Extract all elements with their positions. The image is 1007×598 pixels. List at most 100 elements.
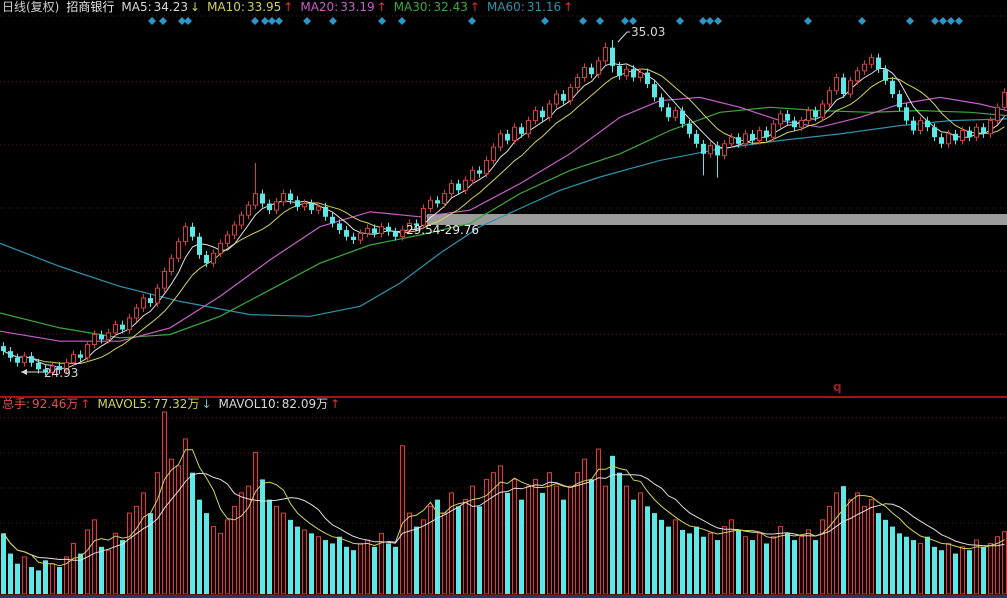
volume-bar xyxy=(722,526,727,595)
event-marker-icon[interactable] xyxy=(947,17,955,25)
candle-body-down xyxy=(323,206,328,217)
candle-body-up xyxy=(778,113,783,125)
candle-body-down xyxy=(330,216,335,224)
volume-bar xyxy=(127,512,132,595)
event-marker-icon[interactable] xyxy=(804,17,812,25)
volume-bar xyxy=(176,465,181,595)
candle-body-up xyxy=(449,183,454,195)
event-marker-icon[interactable] xyxy=(706,17,714,25)
event-marker-icon[interactable] xyxy=(178,17,186,25)
candle-body-down xyxy=(351,236,356,241)
candle-body-down xyxy=(715,145,720,156)
event-marker-icon[interactable] xyxy=(858,17,866,25)
volume-bar xyxy=(267,499,272,594)
volume-bar xyxy=(113,532,118,595)
candle-body-up xyxy=(603,47,608,62)
volume-bar xyxy=(540,492,545,594)
volume-bar xyxy=(302,529,307,595)
volume-bar xyxy=(470,485,475,595)
candle-body-down xyxy=(190,226,195,237)
volume-bar xyxy=(715,540,720,594)
event-marker-icon[interactable] xyxy=(939,17,947,25)
pane-divider xyxy=(0,396,1007,398)
event-marker-icon[interactable] xyxy=(468,17,476,25)
event-marker-icon[interactable] xyxy=(541,17,549,25)
candle-body-up xyxy=(162,271,167,289)
candle-body-up xyxy=(862,63,867,72)
candle-body-down xyxy=(652,84,657,98)
volume-bar xyxy=(673,519,678,595)
volume-bar xyxy=(708,532,713,595)
volume-bar xyxy=(855,492,860,595)
volume-bar xyxy=(358,542,363,595)
volume-bar xyxy=(36,570,41,594)
volume-bar xyxy=(260,479,265,594)
volume-bar xyxy=(988,542,993,595)
candle-body-up xyxy=(155,287,160,304)
candle-body-down xyxy=(414,223,419,226)
period-label: 日线(复权) xyxy=(2,0,60,14)
event-marker-icon[interactable] xyxy=(268,17,276,25)
event-marker-icon[interactable] xyxy=(596,17,604,25)
event-marker-icon[interactable] xyxy=(303,17,311,25)
volume-bar xyxy=(8,553,13,594)
volume-bar xyxy=(764,543,769,594)
event-marker-icon[interactable] xyxy=(159,17,167,25)
candle-body-down xyxy=(925,120,930,128)
candle-body-up xyxy=(596,60,601,75)
ma30-line xyxy=(0,106,1007,339)
candle-body-up xyxy=(988,120,993,135)
ma60-line xyxy=(0,118,1007,317)
candle-body-up xyxy=(771,123,776,138)
candle-body-down xyxy=(288,193,293,201)
peak-annotation-label: 35.03 xyxy=(631,25,665,39)
event-marker-icon[interactable] xyxy=(699,17,707,25)
event-marker-icon[interactable] xyxy=(148,17,156,25)
event-marker-icon[interactable] xyxy=(261,17,269,25)
candle-body-up xyxy=(918,120,923,132)
candle-body-down xyxy=(505,133,510,141)
event-marker-icon[interactable] xyxy=(184,17,192,25)
volume-bar xyxy=(911,540,916,594)
candle-body-down xyxy=(617,65,622,76)
mavol10-line xyxy=(3,472,1005,561)
event-marker-icon[interactable] xyxy=(275,17,283,25)
event-marker-icon[interactable] xyxy=(579,17,587,25)
ma10-line xyxy=(3,68,1005,364)
event-marker-icon[interactable] xyxy=(714,17,722,25)
volume-bar xyxy=(883,519,888,594)
event-marker-icon[interactable] xyxy=(955,17,963,25)
candle-body-down xyxy=(876,57,881,70)
mavol5-trend-arrow: ↓ xyxy=(201,397,212,411)
candle-body-up xyxy=(64,362,69,371)
volume-bar xyxy=(813,540,818,594)
volume-bar xyxy=(477,506,482,594)
candle-body-up xyxy=(316,206,321,211)
total-volume-trend-arrow: ↑ xyxy=(80,397,91,411)
event-marker-icon[interactable] xyxy=(251,17,259,25)
event-marker-icon[interactable] xyxy=(398,17,406,25)
volume-bar xyxy=(967,550,972,594)
ma30-label: MA30: xyxy=(393,0,432,14)
volume-bar xyxy=(526,485,531,595)
event-marker-icon[interactable] xyxy=(676,17,684,25)
candle-body-down xyxy=(36,362,41,370)
candle-body-down xyxy=(792,120,797,128)
candle-body-down xyxy=(99,334,104,340)
event-marker-icon[interactable] xyxy=(329,17,337,25)
candle-body-up xyxy=(547,103,552,118)
ma20-value: 33.19 xyxy=(340,0,375,14)
candle-body-down xyxy=(981,127,986,134)
event-marker-icon[interactable] xyxy=(931,17,939,25)
volume-bar xyxy=(939,550,944,594)
event-marker-icon[interactable] xyxy=(378,17,386,25)
event-marker-icon[interactable] xyxy=(906,17,914,25)
candle-body-down xyxy=(456,183,461,191)
event-marker-icon[interactable] xyxy=(621,17,629,25)
candle-body-up xyxy=(211,252,216,264)
candle-body-down xyxy=(666,107,671,118)
volume-bar xyxy=(386,543,391,594)
candle-body-down xyxy=(267,203,272,211)
event-marker-icon[interactable] xyxy=(629,17,637,25)
